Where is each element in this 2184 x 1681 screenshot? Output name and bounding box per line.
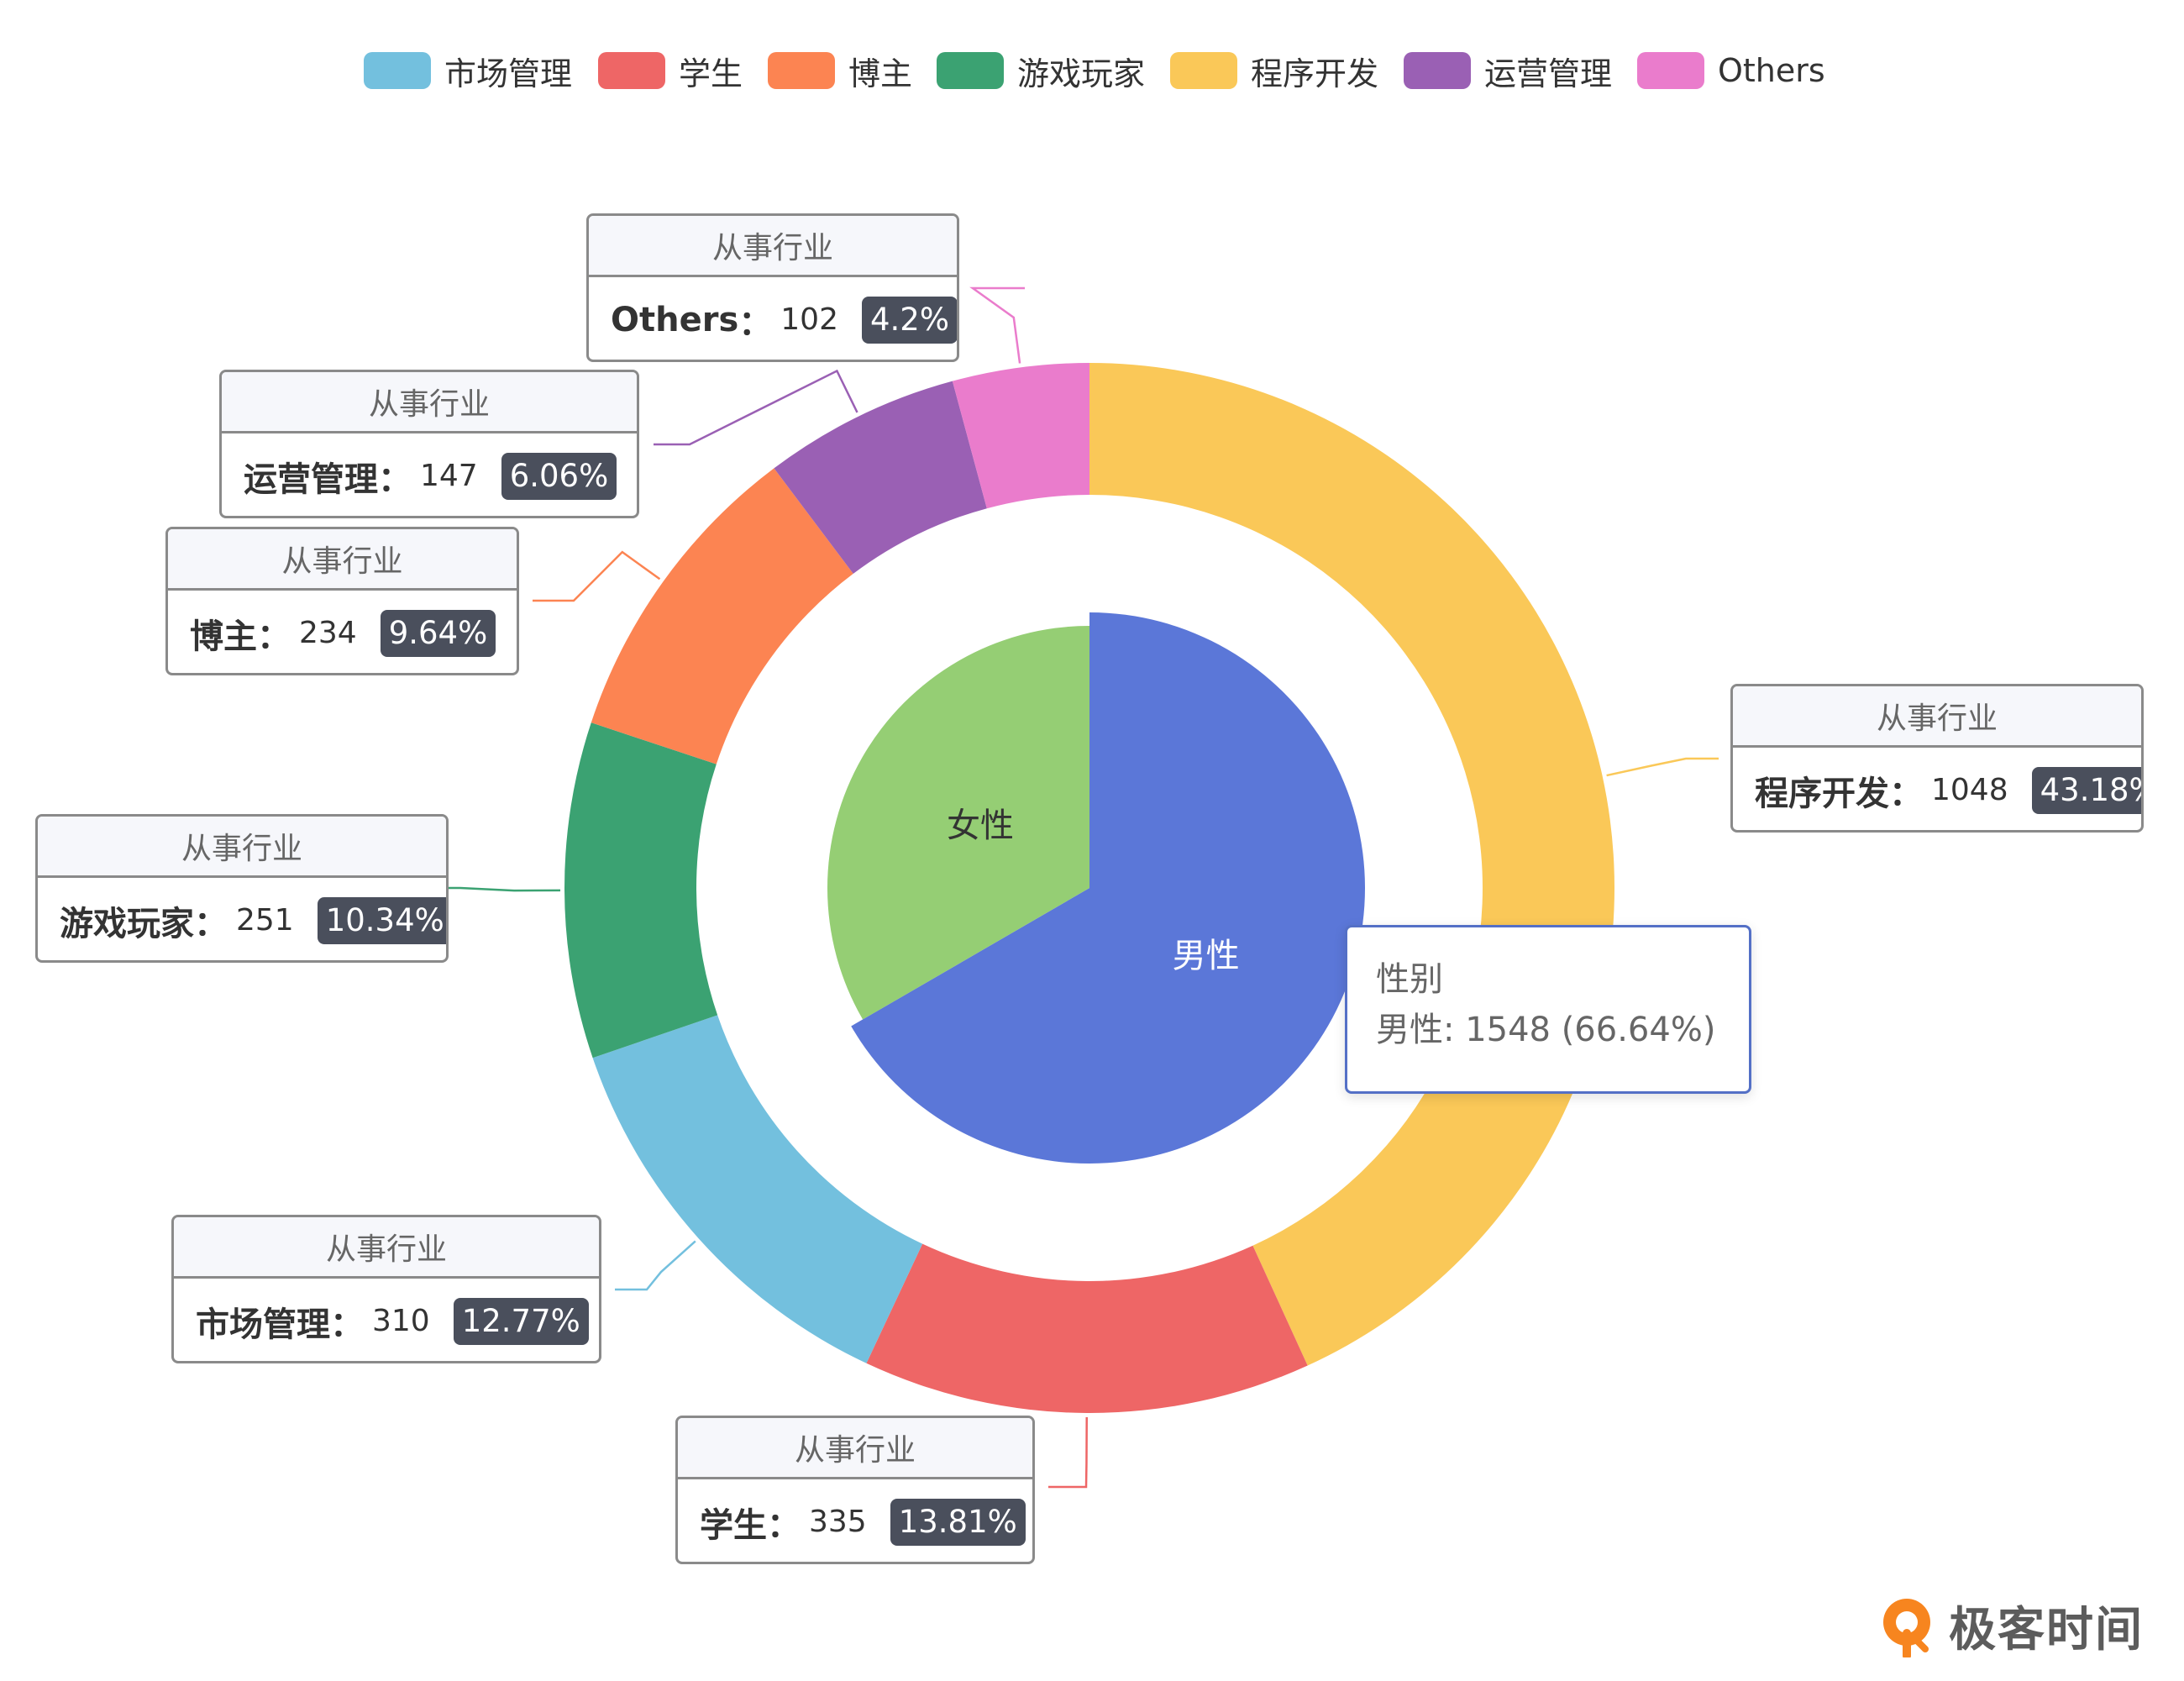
donut-slice-student[interactable]: [866, 1243, 1308, 1413]
donut-slice-developer[interactable]: [1089, 363, 1615, 1366]
brand-name: 极客时间: [1949, 1602, 2144, 1657]
callout-colon: ：: [378, 460, 412, 499]
callout-body: Others： 102 4.2%: [589, 277, 957, 360]
donut-slice-gamer[interactable]: [564, 722, 718, 1059]
callout-header: 从事行业: [1733, 686, 2141, 748]
callout-value: 234: [299, 616, 357, 650]
callout-name: Others: [611, 300, 739, 339]
leader-line-operations: [654, 369, 858, 446]
pie-slice-male[interactable]: [851, 612, 1365, 1164]
legend-label: 游戏玩家: [1017, 55, 1146, 92]
callout-gamer: 从事行业 游戏玩家： 251 10.34%: [35, 814, 449, 963]
callout-value: 335: [809, 1505, 867, 1539]
callout-value: 102: [780, 302, 838, 337]
pie-label-male: 男性: [1173, 937, 1240, 975]
leader-line-developer: [1606, 757, 1719, 777]
leader-line-student: [1048, 1416, 1088, 1489]
legend-item-gamer[interactable]: 游戏玩家: [937, 49, 1145, 92]
legend-item-blogger[interactable]: 博主: [768, 49, 912, 92]
callout-header: 从事行业: [589, 216, 957, 277]
callout-name: 博主: [190, 617, 257, 656]
pie-label-female: 女性: [947, 806, 1014, 845]
donut-slice-blogger[interactable]: [591, 468, 853, 764]
callout-percent-badge: 6.06%: [501, 452, 617, 500]
callout-colon: ：: [1889, 774, 1923, 813]
callout-percent-badge: 43.18%: [2031, 766, 2141, 814]
callout-name: 程序开发: [1755, 774, 1889, 813]
callout-header: 从事行业: [222, 372, 637, 433]
callout-value: 147: [420, 459, 478, 493]
legend-swatch: [1170, 52, 1237, 89]
legend-label: 学生: [679, 55, 743, 92]
callout-colon: ：: [257, 617, 291, 656]
callout-colon: ：: [194, 904, 228, 943]
legend-label: 博主: [848, 55, 913, 92]
callout-body: 学生： 335 13.81%: [678, 1479, 1032, 1562]
legend-label: 市场管理: [444, 55, 573, 92]
donut-slice-others[interactable]: [952, 363, 1089, 509]
legend-item-market[interactable]: 市场管理: [364, 49, 572, 92]
callout-header: 从事行业: [38, 817, 446, 878]
callout-student: 从事行业 学生： 335 13.81%: [675, 1416, 1035, 1564]
callout-percent-badge: 10.34%: [317, 896, 446, 944]
callout-header: 从事行业: [168, 529, 517, 591]
leader-line-blogger: [533, 550, 661, 602]
legend-item-operations[interactable]: 运营管理: [1404, 49, 1612, 92]
callout-percent-badge: 9.64%: [380, 609, 496, 657]
callout-value: 310: [372, 1304, 430, 1338]
callout-blogger: 从事行业 博主： 234 9.64%: [165, 527, 519, 675]
callout-developer: 从事行业 程序开发： 1048 43.18%: [1730, 684, 2144, 833]
callout-percent-badge: 13.81%: [890, 1498, 1026, 1546]
callout-value: 251: [236, 903, 294, 938]
callout-name: 学生: [700, 1505, 767, 1545]
legend-swatch: [768, 52, 835, 89]
brand-watermark: 极客时间: [1875, 1592, 2160, 1659]
legend-swatch: [1637, 52, 1704, 89]
callout-colon: ：: [767, 1505, 801, 1545]
donut-slice-market[interactable]: [592, 1015, 923, 1363]
callout-header: 从事行业: [678, 1418, 1032, 1479]
leader-line-market: [615, 1240, 696, 1291]
legend-swatch: [598, 52, 665, 89]
callout-body: 游戏玩家： 251 10.34%: [38, 878, 446, 960]
legend-label: Others: [1718, 52, 1825, 89]
legend-item-student[interactable]: 学生: [598, 49, 743, 92]
geektime-logo-icon: [1883, 1599, 1930, 1657]
legend-swatch: [364, 52, 431, 89]
leader-line-others: [969, 286, 1025, 364]
legend-item-others[interactable]: Others: [1637, 49, 1825, 92]
legend-swatch: [1404, 52, 1471, 89]
leader-line-gamer: [449, 886, 561, 892]
callout-percent-badge: 12.77%: [453, 1297, 589, 1345]
donut-slice-operations[interactable]: [774, 381, 987, 574]
callout-operations: 从事行业 运营管理： 147 6.06%: [219, 370, 639, 518]
callout-body: 博主： 234 9.64%: [168, 591, 517, 673]
legend-label: 程序开发: [1251, 55, 1379, 92]
callout-others: 从事行业 Others： 102 4.2%: [586, 213, 959, 362]
callout-percent-badge: 4.2%: [861, 296, 957, 344]
callout-name: 市场管理: [196, 1305, 330, 1344]
callout-header: 从事行业: [174, 1217, 599, 1279]
tooltip-title: 性别: [1376, 960, 1443, 999]
callout-body: 运营管理： 147 6.06%: [222, 433, 637, 516]
legend-label: 运营管理: [1484, 55, 1613, 92]
callout-body: 程序开发： 1048 43.18%: [1733, 748, 2141, 830]
callout-name: 运营管理: [244, 460, 378, 499]
pie-slice-female[interactable]: [827, 626, 1089, 1020]
callout-name: 游戏玩家: [60, 904, 194, 943]
legend-item-developer[interactable]: 程序开发: [1170, 49, 1378, 92]
callout-market: 从事行业 市场管理： 310 12.77%: [171, 1215, 601, 1363]
chart-tooltip: 性别 男性: 1548 (66.64%): [1345, 925, 1751, 1094]
tooltip-value: 男性: 1548 (66.64%): [1376, 1011, 1716, 1049]
callout-body: 市场管理： 310 12.77%: [174, 1279, 599, 1361]
legend-swatch: [937, 52, 1004, 89]
callout-colon: ：: [738, 303, 773, 343]
callout-colon: ：: [330, 1305, 364, 1344]
callout-value: 1048: [1931, 773, 2008, 807]
